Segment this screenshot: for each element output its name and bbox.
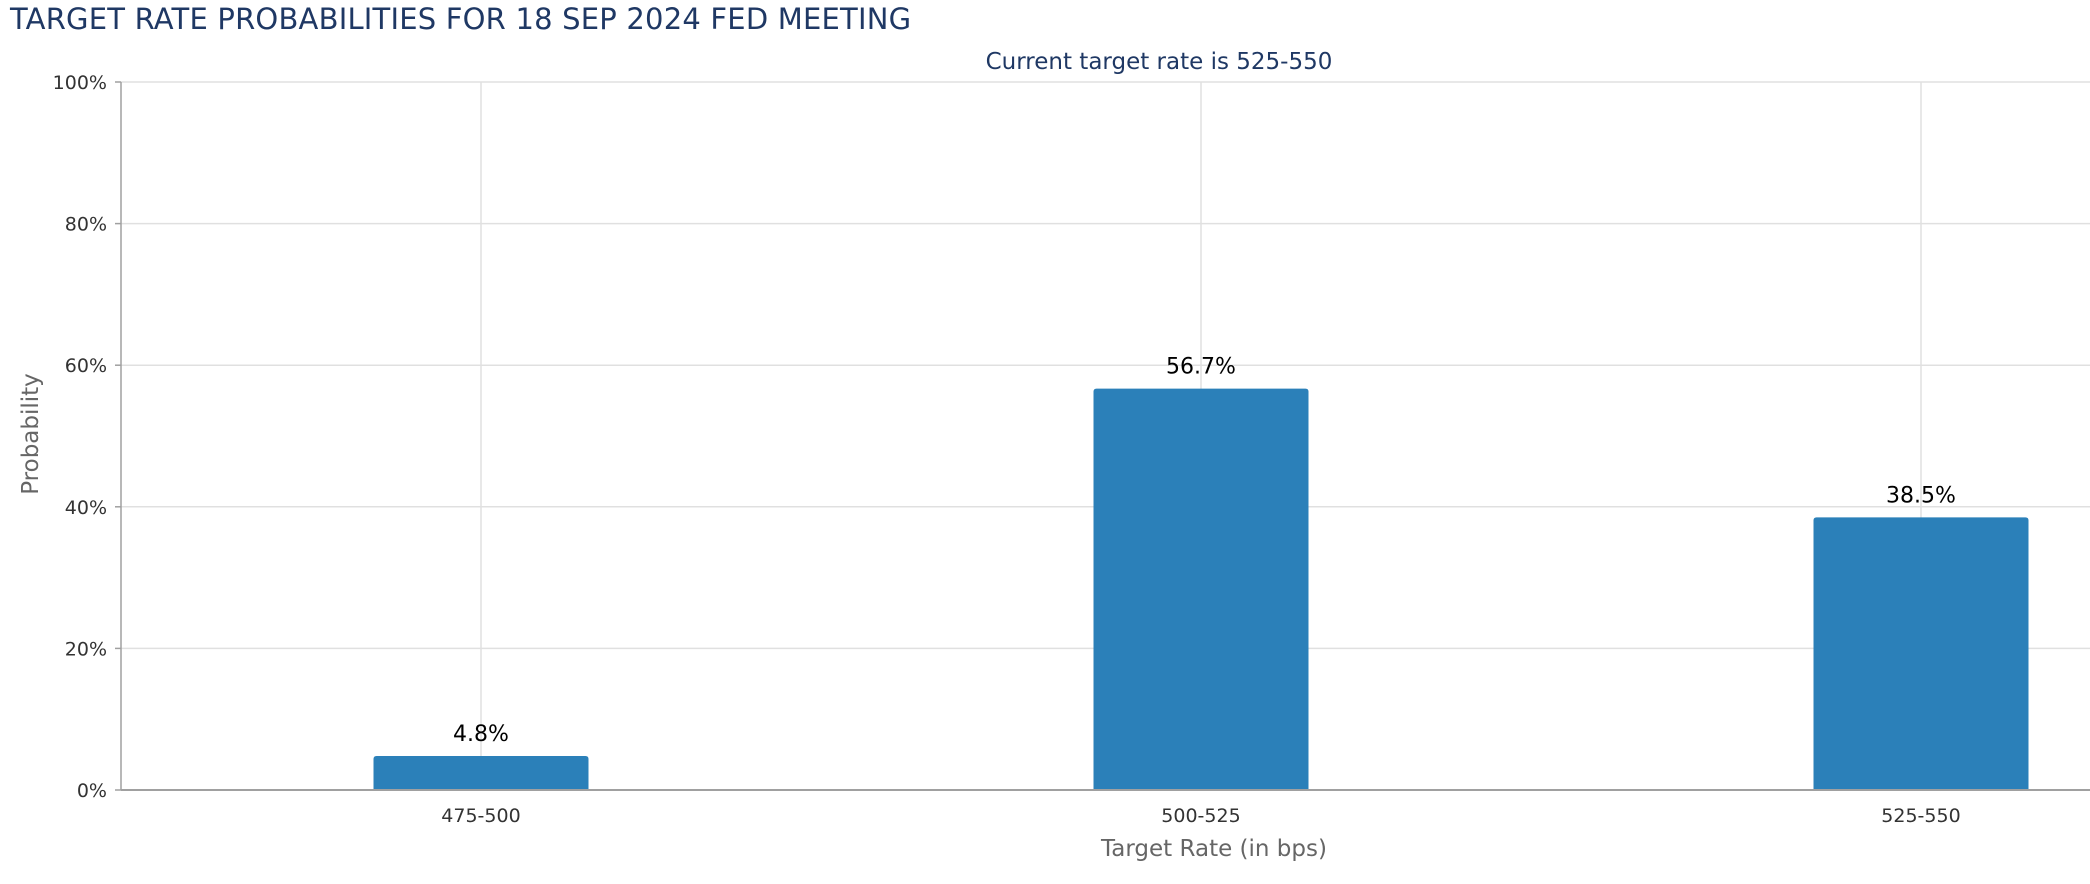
y-tick-label: 60% (65, 355, 107, 377)
y-tick-label: 0% (77, 780, 107, 802)
x-tick-label: 475-500 (441, 805, 520, 827)
x-tick-label: 500-525 (1161, 805, 1240, 827)
bar-500-525[interactable] (1093, 388, 1309, 790)
bars (373, 388, 2029, 790)
y-axis-title: Probability (18, 373, 44, 495)
bar-475-500[interactable] (373, 756, 589, 790)
data-label: 56.7% (1166, 355, 1236, 380)
x-tick-label: 525-550 (1881, 805, 1960, 827)
axes (115, 81, 2090, 791)
bar-525-550[interactable] (1813, 517, 2029, 790)
page-title: TARGET RATE PROBABILITIES FOR 18 SEP 202… (10, 2, 912, 36)
labels: 0% 20% 40% 60% 80% 100% 4.8% 56.7% 38.5% 475-500 5… (53, 72, 1961, 827)
data-label: 38.5% (1886, 483, 1956, 508)
chart-subtitle: Current target rate is 525-550 (985, 49, 1333, 75)
data-label: 4.8% (453, 722, 509, 747)
y-tick-label: 100% (53, 72, 107, 94)
y-tick-label: 20% (65, 638, 107, 660)
y-tick-label: 80% (65, 214, 107, 236)
y-tick-label: 40% (65, 497, 107, 519)
x-axis-title: Target Rate (in bps) (1100, 836, 1327, 862)
